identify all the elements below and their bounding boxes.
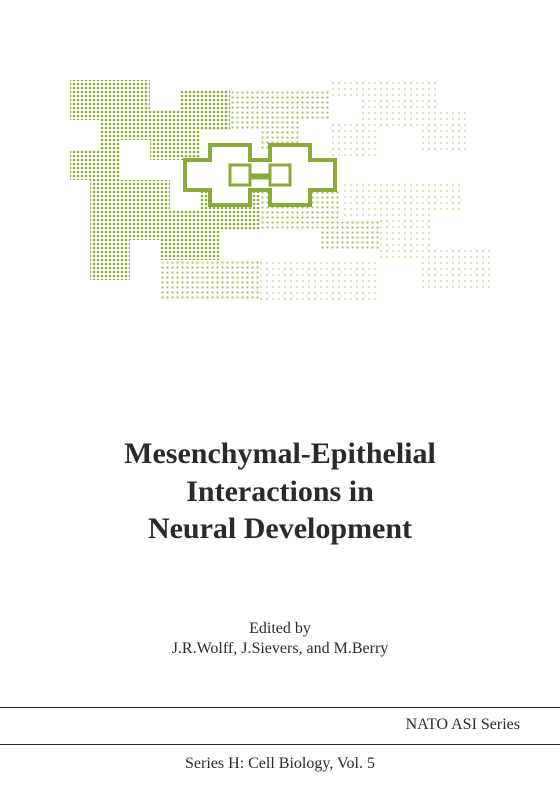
book-title: Mesenchymal-Epithelial Interactions in N…	[0, 435, 560, 548]
editors-block: Edited by J.R.Wolff, J.Sievers, and M.Be…	[0, 620, 560, 658]
title-line-2: Interactions in	[0, 473, 560, 511]
editors-names: J.R.Wolff, J.Sievers, and M.Berry	[0, 640, 560, 658]
editors-label: Edited by	[0, 620, 560, 638]
series-bottom-label: Series H: Cell Biology, Vol. 5	[0, 755, 560, 773]
divider-rule-1	[0, 707, 560, 708]
series-top-label: NATO ASI Series	[406, 716, 520, 734]
divider-rule-2	[0, 744, 560, 745]
title-line-3: Neural Development	[0, 510, 560, 548]
cover-graphic	[0, 50, 560, 310]
title-line-1: Mesenchymal-Epithelial	[0, 435, 560, 473]
